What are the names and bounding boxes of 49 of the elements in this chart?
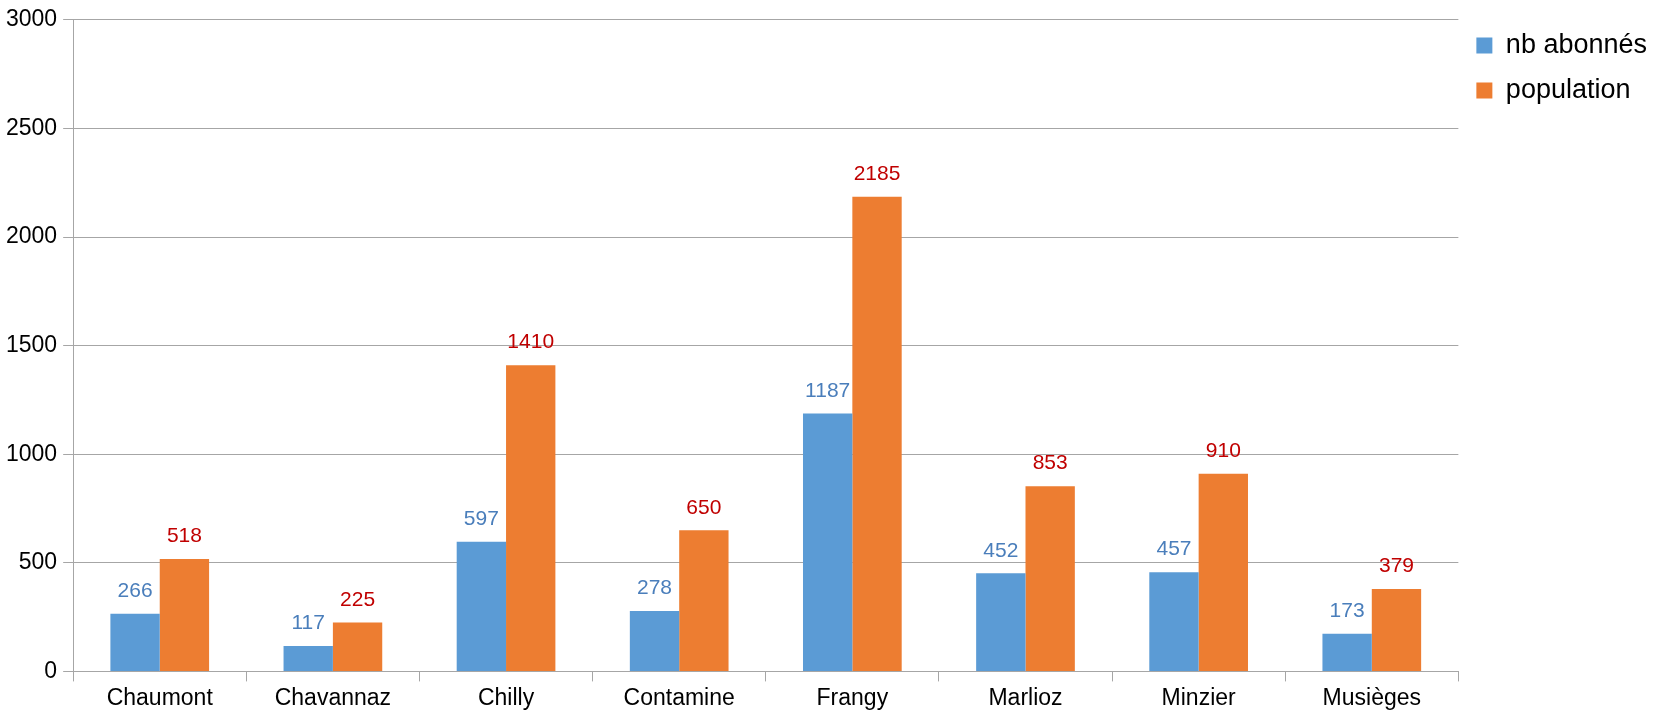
data-label: 853 — [1032, 450, 1068, 474]
bar — [1198, 473, 1248, 671]
bar — [110, 613, 160, 671]
bar — [1371, 589, 1422, 671]
x-tick-label: Minzier — [1161, 683, 1237, 710]
legend-label: nb abonnés — [1505, 28, 1648, 59]
x-tick-label: Chavannaz — [274, 683, 392, 710]
data-label: 2185 — [853, 161, 901, 185]
data-label: 597 — [463, 506, 499, 530]
y-tick-label: 500 — [18, 548, 58, 575]
data-label: 1410 — [507, 329, 555, 353]
bar — [679, 530, 729, 671]
data-label: 452 — [983, 537, 1019, 561]
legend-label: population — [1505, 73, 1631, 104]
bar — [506, 365, 556, 671]
bar — [332, 622, 383, 671]
x-tick-label: Chilly — [477, 683, 535, 710]
x-tick-label: Frangy — [816, 683, 889, 710]
y-tick-label: 1000 — [5, 439, 58, 466]
data-label: 910 — [1205, 438, 1241, 462]
x-tick-label: Musièges — [1322, 683, 1422, 710]
y-tick-label: 0 — [44, 656, 58, 683]
data-label: 650 — [686, 494, 722, 518]
data-label: 1187 — [805, 377, 851, 401]
x-tick-label: Marlioz — [988, 683, 1063, 710]
bar — [1149, 572, 1199, 671]
y-tick-label: 2500 — [5, 113, 58, 140]
data-label: 278 — [637, 575, 673, 599]
data-label: 379 — [1378, 553, 1414, 577]
bar — [852, 196, 902, 671]
bar — [456, 541, 507, 671]
bar — [159, 558, 210, 671]
data-label: 266 — [117, 577, 153, 601]
y-tick-label: 3000 — [5, 5, 58, 32]
data-label: 518 — [166, 523, 202, 547]
bar — [976, 573, 1026, 671]
x-tick-label: Chaumont — [106, 683, 214, 710]
data-label: 173 — [1329, 598, 1365, 622]
bar — [803, 413, 853, 671]
data-label: 117 — [291, 610, 325, 634]
x-tick-label: Contamine — [623, 683, 735, 710]
bar — [629, 611, 680, 671]
bar — [1322, 633, 1372, 671]
y-tick-label: 2000 — [5, 222, 58, 249]
data-label: 225 — [340, 586, 376, 610]
bar — [283, 645, 333, 671]
y-tick-label: 1500 — [5, 330, 58, 357]
bar — [1025, 486, 1075, 671]
data-label: 457 — [1156, 536, 1192, 560]
